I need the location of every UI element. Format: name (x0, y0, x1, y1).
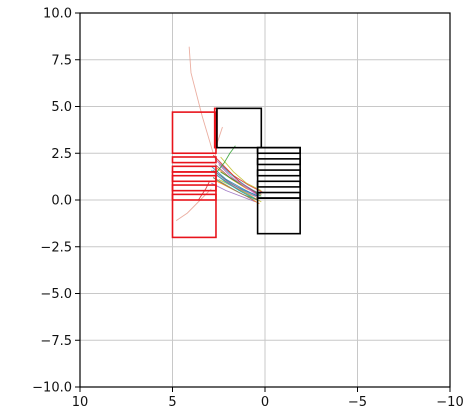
x-tick-label: 5 (168, 395, 176, 410)
trajectory-line-4 (218, 162, 264, 193)
x-tick-label: 10 (72, 395, 89, 410)
trajectory-line-11 (211, 166, 258, 197)
red-box-4 (171, 184, 217, 192)
trajectory-line-8 (212, 169, 256, 197)
x-tick-label: −10 (436, 395, 463, 410)
red-box-5 (171, 174, 217, 183)
black-box-15 (256, 146, 301, 155)
red-box-6 (171, 165, 217, 173)
y-tick-label: −10.0 (32, 381, 72, 396)
black-box-14 (256, 158, 301, 166)
red-box-7 (171, 156, 217, 164)
y-tick-label: 5.0 (51, 100, 72, 115)
red-box-2 (171, 111, 217, 155)
trajectory-line-5 (211, 182, 256, 203)
trajectory-line-21 (188, 46, 214, 154)
plot-data (171, 46, 301, 239)
black-box-16 (216, 107, 263, 149)
y-tick-label: 10.0 (43, 7, 72, 22)
x-tick-label: 0 (261, 395, 269, 410)
y-tick-label: −5.0 (40, 287, 72, 302)
y-tick-label: 0.0 (51, 194, 72, 209)
axis-ticks: 10 5 0 −5 −10 −10.0 −7.5 −5.0 −2.5 0.0 2.5 5.0 7.5 10… (32, 7, 464, 411)
trajectory-line-24 (216, 145, 236, 173)
trajectory-line-20 (211, 169, 255, 199)
trajectory-line-19 (220, 156, 262, 192)
black-box-11 (256, 191, 301, 199)
black-box-13 (256, 169, 301, 177)
trajectory-line-17 (216, 160, 257, 195)
y-tick-label: −7.5 (40, 334, 72, 349)
black-box-12 (256, 180, 301, 188)
red-box-3 (171, 193, 217, 201)
y-tick-label: −2.5 (40, 240, 72, 255)
trajectory-line-18 (212, 177, 255, 201)
x-tick-label: −5 (348, 395, 367, 410)
y-tick-label: 2.5 (51, 147, 72, 162)
y-tick-label: 7.5 (51, 53, 72, 68)
